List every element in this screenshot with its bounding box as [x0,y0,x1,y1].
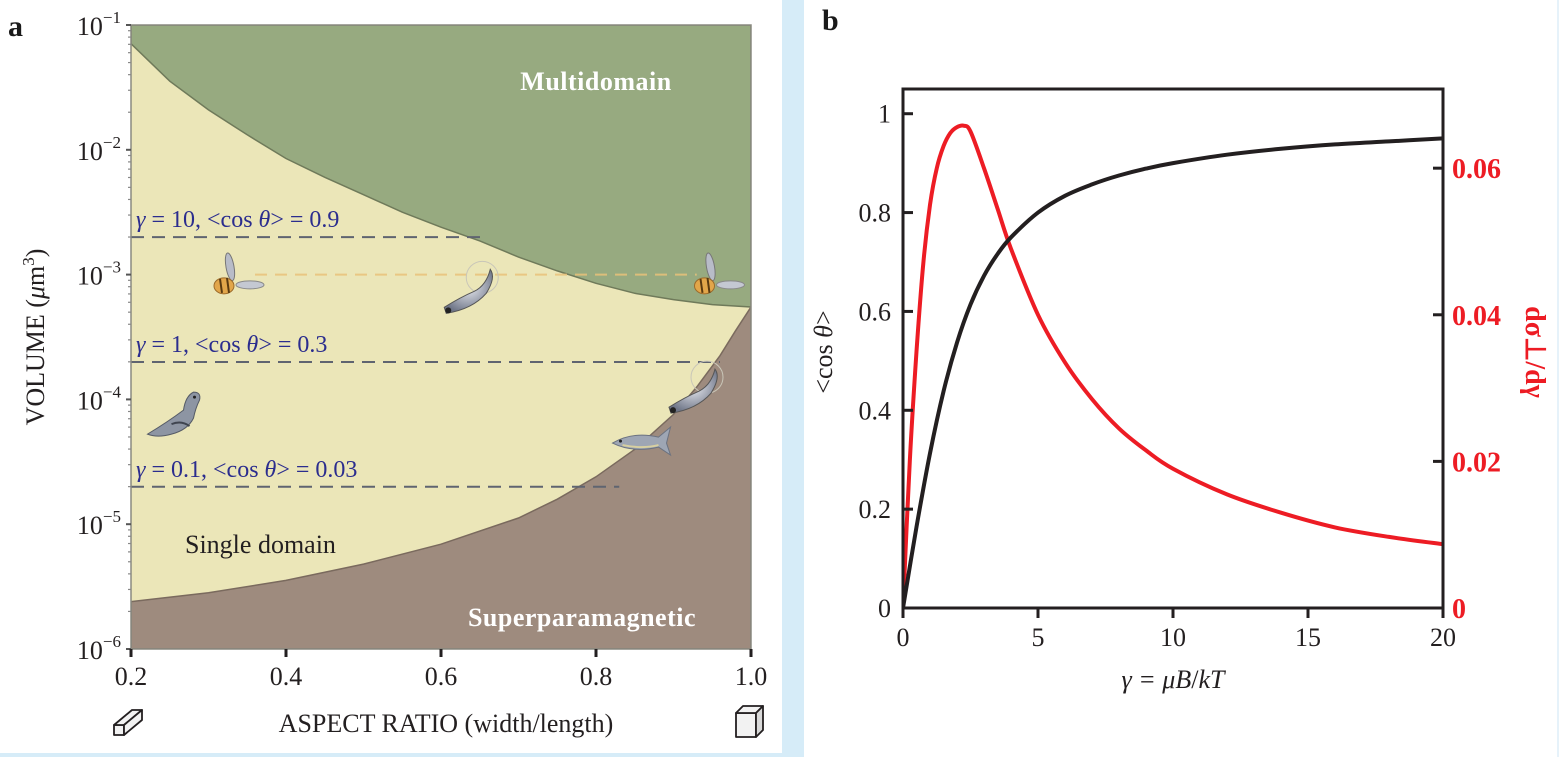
left-y-tick-label: 0 [878,594,891,623]
bee-icon [694,252,745,295]
right-y-tick-label: 0.04 [1452,301,1501,332]
y-tick-label: 10−1 [77,8,121,41]
right-y-tick-label: 0.06 [1452,154,1501,185]
series-cos-theta-line [903,136,1443,608]
magnetotactic-bacterium-icon [668,360,724,414]
panel-b-left-y-axis-title: <cos θ> [809,310,838,393]
gamma-line-label: γ = 10, <cos θ> = 0.9 [136,207,339,233]
x-tick-label: 1.0 [735,662,768,691]
single-domain-label: Single domain [185,530,336,559]
panel-b-x-axis-title: γ = μB/kT [1122,665,1227,694]
left-y-tick-label: 1 [878,100,891,129]
panel-a: a Multidomain Single domain Superparamag… [8,8,767,738]
left-y-tick-label: 0.2 [859,495,892,524]
multidomain-label: Multidomain [520,67,671,96]
gamma-line-label: γ = 0.1, <cos θ> = 0.03 [136,457,357,483]
x-tick-label: 0.2 [115,662,148,691]
superparamagnetic-region [131,305,751,649]
multidomain-region [131,25,751,308]
left-y-tick-label: 0.4 [859,396,892,425]
x-tick-label: 20 [1430,623,1456,652]
tuna-icon [611,425,672,457]
y-tick-label: 10−5 [77,507,121,540]
panel-a-y-axis-title: VOLUME (μm3) [19,249,50,426]
right-y-tick-label: 0.02 [1452,447,1501,478]
x-tick-label: 15 [1295,623,1321,652]
pigeon-icon [146,391,201,437]
left-y-tick-label: 0.6 [859,297,892,326]
x-tick-label: 10 [1160,623,1186,652]
right-y-tick-label: 0 [1452,594,1466,625]
x-tick-label: 0.6 [425,662,458,691]
left-y-tick-label: 0.8 [859,199,892,228]
frame-band-divider [782,0,804,757]
panel-b-label: b [822,4,839,37]
y-tick-label: 10−4 [77,382,122,415]
frame-band-bottom [0,753,804,757]
panel-a-label: a [8,10,23,43]
x-tick-label: 0 [897,623,910,652]
panel-b-right-y-axis-title: dσ⊥/dγ [1519,306,1550,398]
x-tick-label: 5 [1032,623,1045,652]
cube-icon [735,705,764,738]
y-tick-label: 10−3 [77,258,121,291]
elongated-prism-icon [113,709,143,736]
superparamagnetic-label: Superparamagnetic [468,603,696,632]
series-dsigma-dgamma-line [903,123,1443,608]
magnetotactic-bacterium-icon [443,260,499,314]
y-tick-label: 10−6 [77,632,121,665]
y-tick-label: 10−2 [77,133,121,166]
bee-icon [213,252,265,295]
x-tick-label: 0.4 [270,662,303,691]
frame-band-right [1557,0,1559,757]
panel-a-x-axis-title: ASPECT RATIO (width/length) [279,709,614,738]
x-tick-label: 0.8 [580,662,613,691]
gamma-line-label: γ = 1, <cos θ> = 0.3 [136,332,327,358]
